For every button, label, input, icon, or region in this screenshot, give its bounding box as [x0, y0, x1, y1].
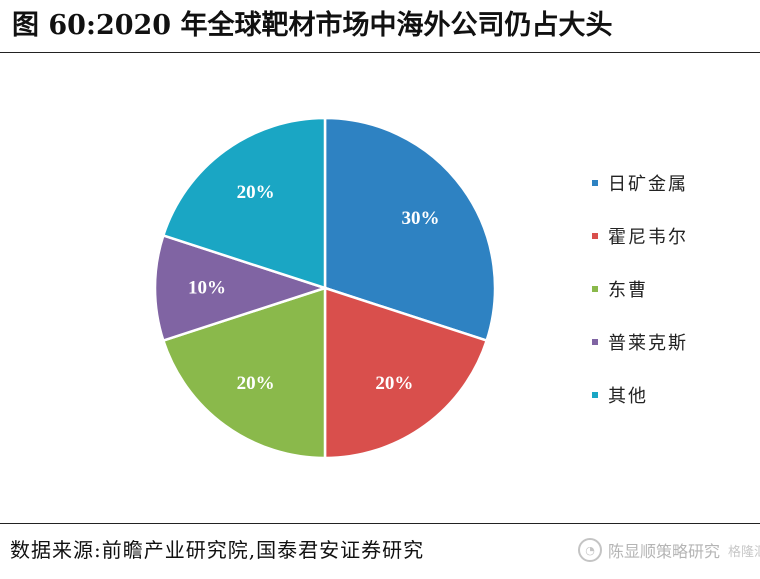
legend-label: 霍尼韦尔 [608, 227, 688, 248]
pie-slice-4 [161, 116, 327, 290]
watermark-name: 陈显顺策略研究 [608, 542, 721, 561]
chart-legend: 日矿金属 霍尼韦尔 东曹 普莱克斯 其他 [592, 172, 688, 437]
legend-item-tosoh: 东曹 [592, 278, 688, 301]
pie-slice-0 [323, 116, 497, 343]
legend-label: 东曹 [608, 280, 648, 301]
chart-title: 图 60:2020 年全球靶材市场中海外公司仍占大头 [12, 10, 613, 41]
watermark-sub: 格隆汇 [728, 544, 760, 560]
legend-swatch [592, 392, 598, 398]
legend-item-honeywell: 霍尼韦尔 [592, 225, 688, 248]
legend-swatch [592, 180, 598, 186]
pie-slice-2 [161, 286, 327, 460]
pie-data-label: 20% [375, 373, 413, 394]
legend-item-nippon-mining: 日矿金属 [592, 172, 688, 195]
pie-data-label: 10% [188, 278, 226, 299]
legend-label: 其他 [608, 386, 648, 407]
legend-item-others: 其他 [592, 384, 688, 407]
pie-slice-3 [153, 233, 330, 343]
pie-slice-1 [323, 286, 489, 460]
legend-label: 普莱克斯 [608, 333, 688, 354]
legend-swatch [592, 286, 598, 292]
legend-item-praxair: 普莱克斯 [592, 331, 688, 354]
pie-data-label: 20% [237, 182, 275, 203]
source-divider [0, 523, 760, 524]
watermark: ◔ 陈显顺策略研究 格隆汇 [578, 530, 760, 570]
title-divider [0, 52, 760, 53]
pie-data-label: 20% [237, 373, 275, 394]
legend-swatch [592, 233, 598, 239]
wechat-icon: ◔ [578, 538, 602, 562]
legend-label: 日矿金属 [608, 174, 688, 195]
legend-swatch [592, 339, 598, 345]
pie-data-label: 30% [401, 208, 439, 229]
source-note: 数据来源:前瞻产业研究院,国泰君安证券研究 [10, 538, 425, 562]
